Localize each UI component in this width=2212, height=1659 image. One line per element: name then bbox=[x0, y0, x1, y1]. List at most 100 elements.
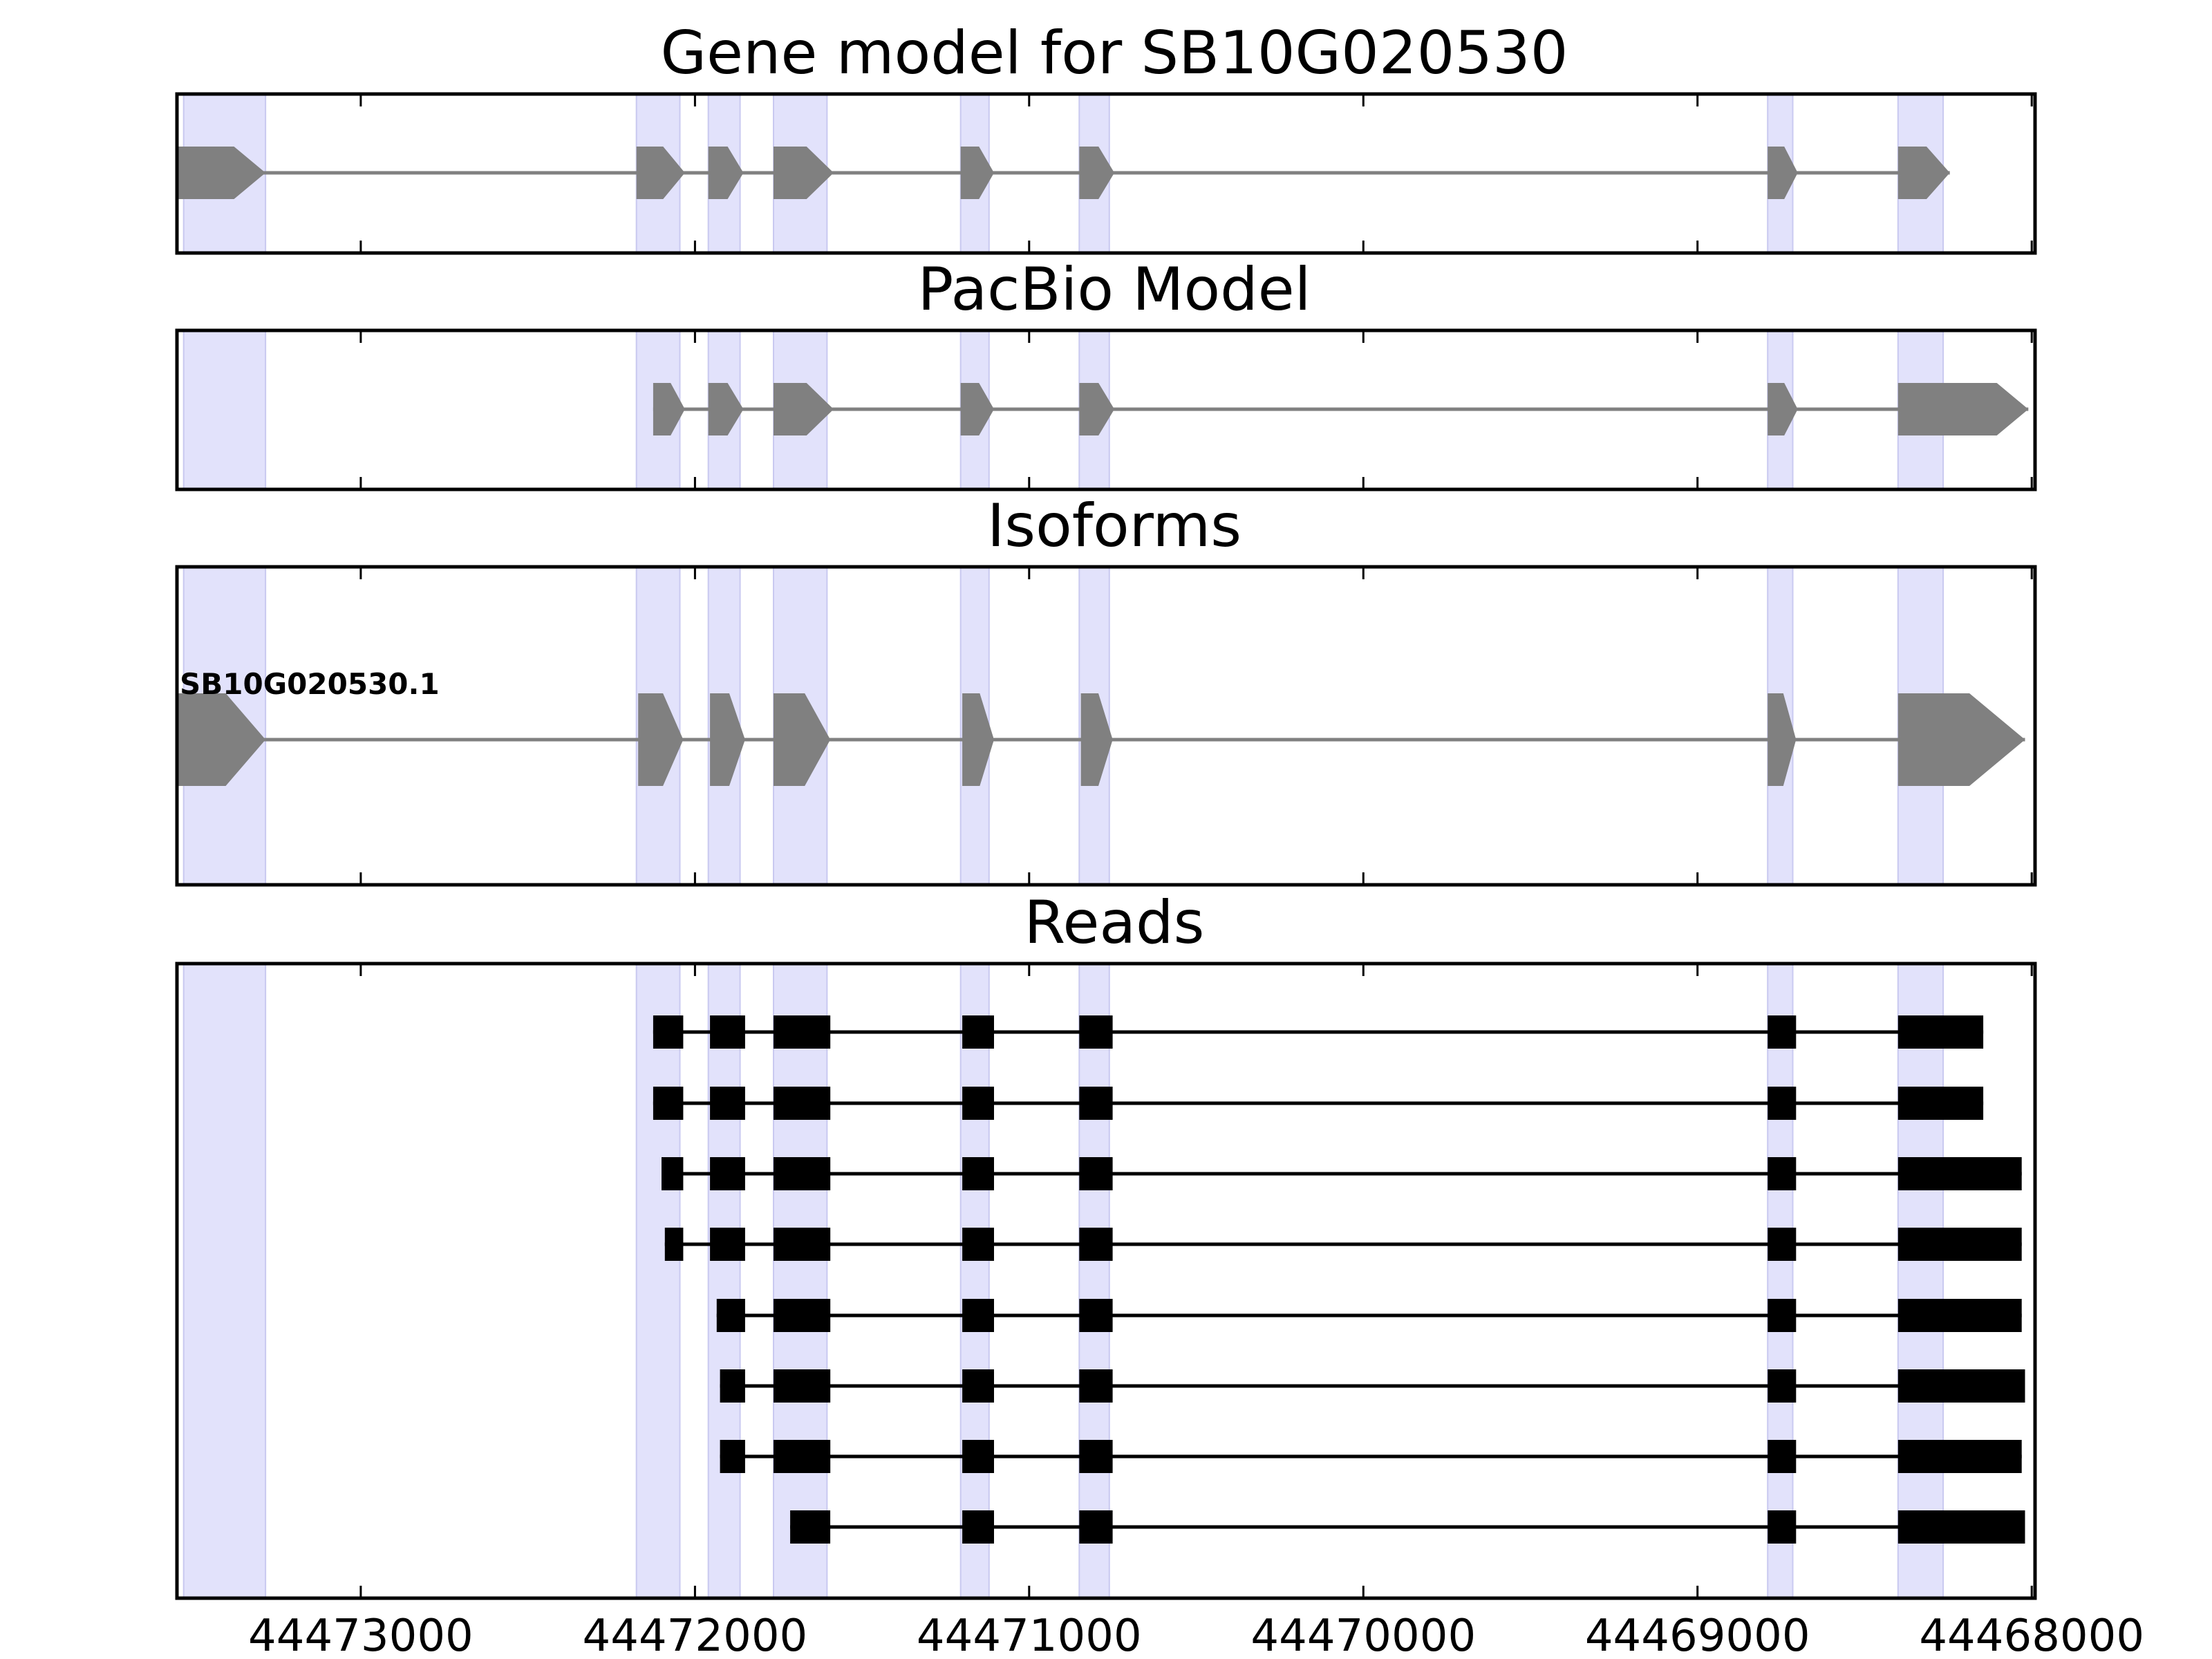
read-block bbox=[1079, 1157, 1113, 1190]
exon-highlight-band bbox=[959, 963, 990, 1599]
title-isoforms: Isoforms bbox=[987, 491, 1241, 561]
title-pacbio-model: PacBio Model bbox=[917, 255, 1311, 324]
exon-arrow bbox=[774, 693, 831, 786]
exon-highlight-band bbox=[182, 963, 267, 1599]
read-block bbox=[1897, 1157, 2022, 1190]
exon-arrow bbox=[1768, 383, 1798, 435]
read-block bbox=[962, 1015, 994, 1049]
read-block bbox=[774, 1015, 831, 1049]
read-block bbox=[1768, 1440, 1797, 1473]
read-block bbox=[1079, 1299, 1113, 1332]
exon-highlight-band bbox=[182, 330, 267, 490]
read-block bbox=[962, 1510, 994, 1544]
read-block bbox=[962, 1440, 994, 1473]
x-tick-label: 44470000 bbox=[1250, 1611, 1476, 1659]
exon-arrow bbox=[638, 693, 684, 786]
exon-arrow bbox=[1079, 147, 1115, 199]
read-block bbox=[774, 1369, 831, 1403]
exon-arrow bbox=[1897, 693, 2025, 786]
read-block bbox=[1897, 1087, 1984, 1120]
title-reads: Reads bbox=[1024, 888, 1205, 957]
read-block bbox=[1079, 1087, 1113, 1120]
pacbio-model-panel bbox=[175, 328, 2037, 491]
exon-arrow bbox=[1897, 383, 2029, 435]
read-block bbox=[1768, 1228, 1797, 1261]
exon-arrow bbox=[774, 383, 834, 435]
exon-arrow bbox=[708, 383, 744, 435]
read-block bbox=[774, 1087, 831, 1120]
read-block bbox=[710, 1087, 745, 1120]
read-block bbox=[962, 1299, 994, 1332]
read-block bbox=[962, 1228, 994, 1261]
exon-arrow bbox=[1897, 147, 1950, 199]
exon-arrow bbox=[1080, 693, 1113, 786]
read-block bbox=[720, 1369, 745, 1403]
read-block bbox=[1897, 1510, 2025, 1544]
read-block bbox=[1897, 1440, 2022, 1473]
exon-arrow bbox=[177, 693, 266, 786]
read-block bbox=[653, 1087, 684, 1120]
x-axis-tick-labels: 44473000 44472000 44471000 44470000 44469000… bbox=[248, 1611, 2144, 1659]
read-block bbox=[1768, 1299, 1797, 1332]
exon-arrow bbox=[962, 693, 994, 786]
read-block bbox=[710, 1015, 745, 1049]
exon-arrow bbox=[708, 147, 744, 199]
panel-frame bbox=[175, 328, 2037, 491]
read-block bbox=[1079, 1228, 1113, 1261]
x-tick-label: 44469000 bbox=[1585, 1611, 1810, 1659]
read-block bbox=[962, 1157, 994, 1190]
exon-highlight-band bbox=[707, 963, 741, 1599]
exon-arrow bbox=[1768, 147, 1798, 199]
exon-arrow bbox=[710, 693, 745, 786]
exon-highlight-band bbox=[635, 963, 681, 1599]
panel-frame bbox=[175, 92, 2037, 255]
read-block bbox=[774, 1157, 831, 1190]
read-block bbox=[1768, 1369, 1797, 1403]
title-gene-model: Gene model for SB10G020530 bbox=[661, 19, 1568, 88]
read-block bbox=[1079, 1015, 1113, 1049]
exon-arrow bbox=[774, 147, 834, 199]
read-block bbox=[653, 1015, 684, 1049]
isoform-label: SB10G020530.1 bbox=[180, 667, 440, 701]
read-block bbox=[1768, 1510, 1797, 1544]
read-block bbox=[1768, 1157, 1797, 1190]
panel-frame bbox=[175, 565, 2037, 887]
exon-highlight-band bbox=[1767, 963, 1794, 1599]
read-block bbox=[664, 1228, 684, 1261]
exon-arrow bbox=[653, 383, 685, 435]
exon-arrow bbox=[960, 383, 994, 435]
exon-arrow bbox=[1768, 693, 1797, 786]
read-block bbox=[1079, 1510, 1113, 1544]
read-block bbox=[1768, 1087, 1797, 1120]
read-block bbox=[662, 1157, 684, 1190]
x-tick-label: 44473000 bbox=[248, 1611, 474, 1659]
read-block bbox=[710, 1228, 745, 1261]
panel-frame bbox=[175, 962, 2037, 1600]
read-block bbox=[720, 1440, 745, 1473]
read-block bbox=[716, 1299, 745, 1332]
read-block bbox=[1079, 1369, 1113, 1403]
read-block bbox=[962, 1369, 994, 1403]
exon-arrow bbox=[636, 147, 685, 199]
read-block bbox=[962, 1087, 994, 1120]
exon-arrow bbox=[177, 147, 266, 199]
read-block bbox=[1897, 1228, 2022, 1261]
x-tick-label: 44468000 bbox=[1919, 1611, 2144, 1659]
isoforms-panel: SB10G020530.1 bbox=[175, 565, 2037, 887]
x-tick-label: 44472000 bbox=[583, 1611, 808, 1659]
exon-arrow bbox=[1079, 383, 1115, 435]
read-block bbox=[1897, 1015, 1984, 1049]
read-block bbox=[1897, 1299, 2022, 1332]
read-block bbox=[774, 1440, 831, 1473]
exon-highlight-band bbox=[773, 963, 828, 1599]
read-block bbox=[710, 1157, 745, 1190]
exon-arrow bbox=[960, 147, 994, 199]
read-block bbox=[774, 1299, 831, 1332]
exon-highlight-band bbox=[1897, 963, 1944, 1599]
exon-highlight-band bbox=[1078, 963, 1110, 1599]
read-block bbox=[774, 1228, 831, 1261]
x-tick-label: 44471000 bbox=[917, 1611, 1142, 1659]
read-block bbox=[790, 1510, 831, 1544]
read-block bbox=[1897, 1369, 2025, 1403]
